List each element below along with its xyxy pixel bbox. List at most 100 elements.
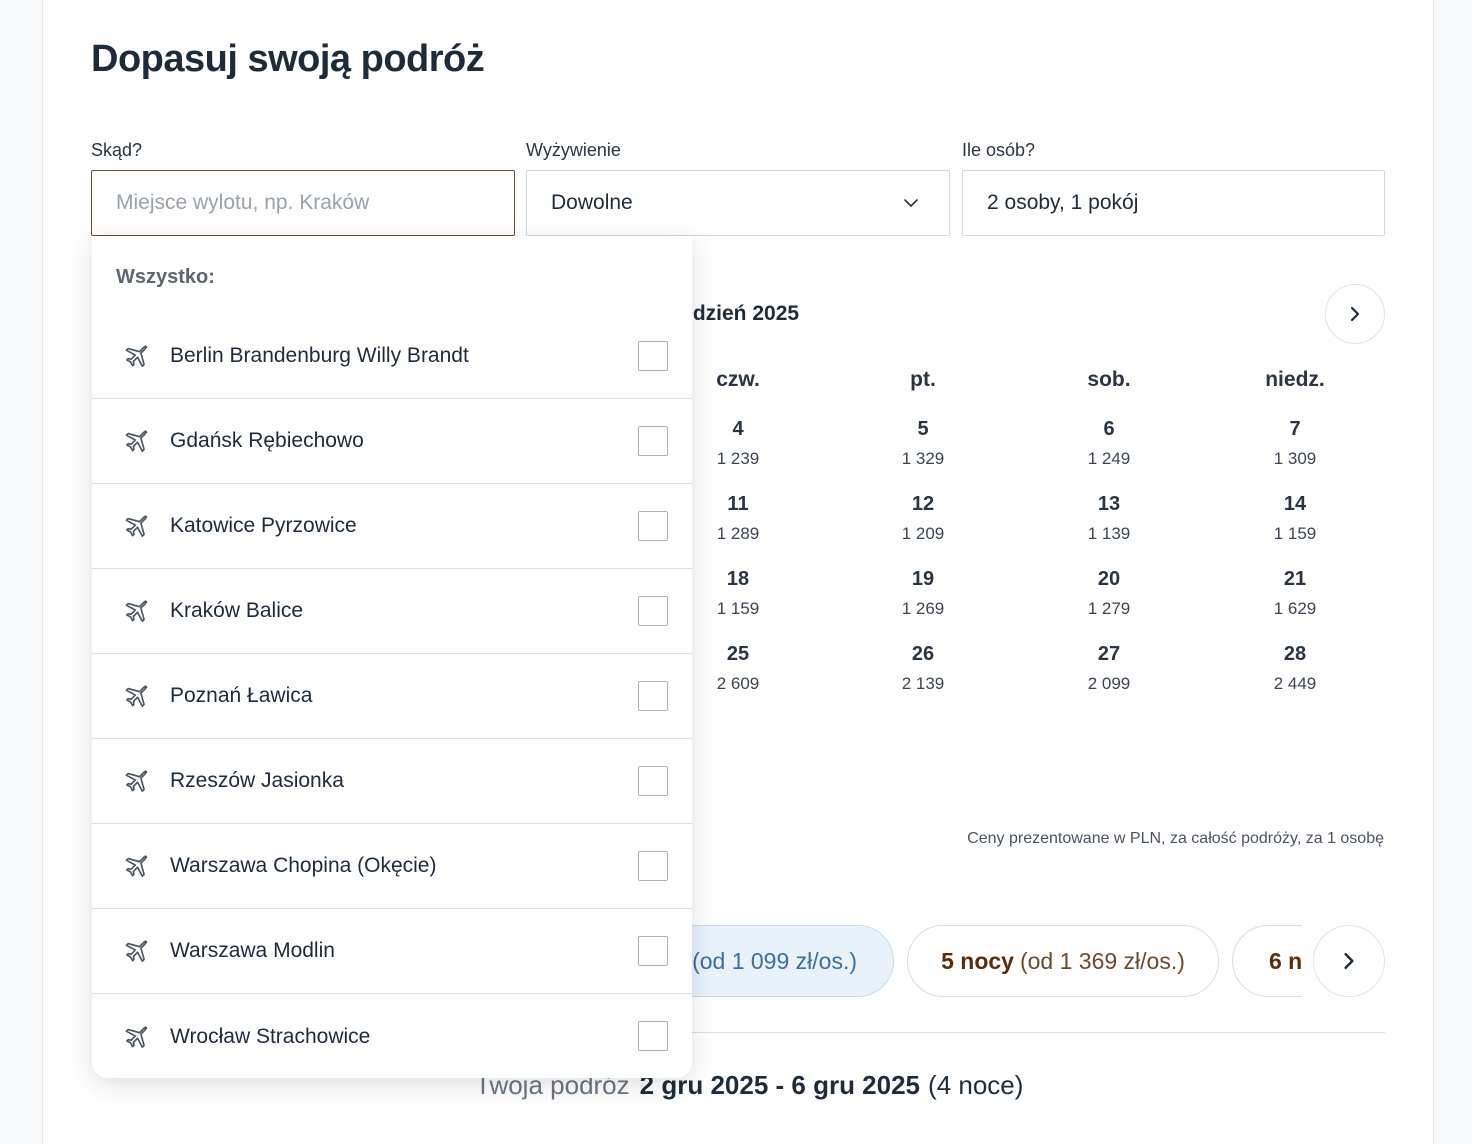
from-field-label: Skąd?	[91, 140, 143, 160]
calendar-day[interactable]: 14 1 159	[1235, 493, 1355, 544]
day-price: 1 629	[1273, 599, 1317, 618]
chevron-right-icon	[1344, 953, 1354, 969]
airport-option[interactable]: Berlin Brandenburg Willy Brandt	[92, 314, 692, 399]
calendar-day[interactable]: 21 1 629	[1235, 568, 1355, 619]
day-number: 21	[1283, 568, 1307, 590]
people-field-label: Ile osób?	[962, 140, 1036, 160]
chevron-down-icon	[904, 199, 918, 207]
calendar-day[interactable]: 13 1 139	[1049, 493, 1169, 544]
airport-option-label: Warszawa Modlin	[170, 939, 335, 962]
next-nights-button[interactable]	[1313, 925, 1385, 997]
airport-option[interactable]: Warszawa Modlin	[92, 909, 692, 994]
airport-option-label: Wrocław Strachowice	[170, 1024, 371, 1048]
from-field[interactable]	[91, 170, 515, 236]
day-price: 1 139	[1087, 524, 1131, 543]
plane-icon	[122, 936, 152, 966]
airport-option[interactable]: Wrocław Strachowice	[92, 994, 692, 1079]
day-number: 14	[1283, 493, 1307, 515]
departure-dropdown: Wszystko: Berlin Brandenburg Willy Brand…	[92, 236, 692, 1078]
airport-option-checkbox[interactable]	[638, 596, 668, 626]
day-price: 1 249	[1087, 449, 1131, 468]
plane-icon	[122, 1022, 152, 1052]
airport-option-label: Berlin Brandenburg Willy Brandt	[170, 344, 469, 367]
plane-icon	[122, 851, 152, 881]
airport-option-label: Poznań Ławica	[170, 684, 313, 707]
calendar-day[interactable]: 19 1 269	[863, 568, 983, 619]
price-note: Ceny prezentowane w PLN, za całość podró…	[967, 830, 1384, 847]
day-price: 2 609	[716, 674, 760, 693]
day-price: 2 099	[1087, 674, 1131, 693]
day-price: 1 309	[1273, 449, 1317, 468]
from-input[interactable]	[116, 191, 490, 215]
calendar-day[interactable]: 12 1 209	[863, 493, 983, 544]
board-select-value: Dowolne	[551, 191, 633, 214]
day-number: 19	[911, 568, 935, 590]
dropdown-header: Wszystko:	[116, 266, 215, 288]
airport-option-checkbox[interactable]	[638, 426, 668, 456]
day-number: 20	[1097, 568, 1121, 590]
day-number: 27	[1097, 643, 1121, 665]
airport-option-label: Warszawa Chopina (Okęcie)	[170, 854, 437, 877]
airport-option[interactable]: Poznań Ławica	[92, 654, 692, 739]
day-price: 1 279	[1087, 599, 1131, 618]
day-number: 18	[726, 568, 750, 590]
calendar-day[interactable]: 28 2 449	[1235, 643, 1355, 694]
airport-option[interactable]: Rzeszów Jasionka	[92, 739, 692, 824]
day-price: 1 159	[716, 599, 760, 618]
airport-option[interactable]: Gdańsk Rębiechowo	[92, 399, 692, 484]
calendar-day[interactable]: 6 1 249	[1049, 418, 1169, 469]
day-number: 4	[732, 418, 744, 440]
airport-option-checkbox[interactable]	[638, 936, 668, 966]
airport-option-checkbox[interactable]	[638, 511, 668, 541]
day-price: 2 139	[901, 674, 945, 693]
airport-option-checkbox[interactable]	[638, 766, 668, 796]
airport-option[interactable]: Kraków Balice	[92, 569, 692, 654]
airport-option-checkbox[interactable]	[638, 1021, 668, 1051]
airport-option-label: Rzeszów Jasionka	[170, 769, 344, 792]
airport-option-label: Katowice Pyrzowice	[170, 514, 357, 537]
calendar-day[interactable]: 5 1 329	[863, 418, 983, 469]
weekday-sat: sob.	[1087, 368, 1131, 391]
calendar-day[interactable]: 11 1 289	[678, 493, 798, 544]
calendar-day[interactable]: 26 2 139	[863, 643, 983, 694]
page-title: Dopasuj swoją podróż	[91, 38, 485, 80]
calendar-day[interactable]: 27 2 099	[1049, 643, 1169, 694]
airport-option[interactable]: Warszawa Chopina (Okęcie)	[92, 824, 692, 909]
nights-option-label: 5 nocy	[941, 947, 1014, 974]
people-field-value: 2 osoby, 1 pokój	[987, 191, 1139, 214]
trip-summary-nights: (4 noce)	[928, 1070, 1024, 1100]
calendar-day[interactable]: 4 1 239	[678, 418, 798, 469]
calendar-day[interactable]: 18 1 159	[678, 568, 798, 619]
day-number: 13	[1097, 493, 1121, 515]
nights-option-partial[interactable]: 6 n	[1232, 925, 1302, 997]
airport-option-checkbox[interactable]	[638, 341, 668, 371]
airport-option-checkbox[interactable]	[638, 681, 668, 711]
airport-option-label: Kraków Balice	[170, 599, 304, 622]
people-field[interactable]: 2 osoby, 1 pokój	[962, 170, 1385, 236]
airport-option[interactable]: Katowice Pyrzowice	[92, 484, 692, 569]
calendar-day[interactable]: 7 1 309	[1235, 418, 1355, 469]
plane-icon	[122, 341, 152, 371]
weekday-sun: niedz.	[1265, 368, 1325, 391]
calendar-day[interactable]: 20 1 279	[1049, 568, 1169, 619]
next-month-button[interactable]	[1325, 284, 1385, 344]
calendar-day[interactable]: 25 2 609	[678, 643, 798, 694]
nights-option-price: (od 1 369 zł/os.)	[1019, 947, 1185, 974]
nights-option-label: 6 n	[1269, 947, 1302, 974]
airport-list: Berlin Brandenburg Willy Brandt Gdańsk Rę…	[92, 314, 692, 1079]
nights-option-price: (od 1 099 zł/os.)	[692, 947, 857, 974]
airport-option-label: Gdańsk Rębiechowo	[170, 429, 364, 452]
day-number: 12	[911, 493, 935, 515]
day-number: 26	[911, 643, 935, 665]
nights-option[interactable]: 5 nocy (od 1 369 zł/os.)	[907, 925, 1219, 997]
calendar-month-title: udzień 2025	[680, 302, 800, 325]
day-price: 1 289	[716, 524, 760, 543]
plane-icon	[122, 426, 152, 456]
airport-option-checkbox[interactable]	[638, 851, 668, 881]
day-number: 11	[727, 493, 749, 515]
day-number: 5	[917, 418, 929, 440]
board-field-label: Wyżywienie	[526, 140, 621, 160]
chevron-right-icon	[1350, 306, 1360, 322]
board-select[interactable]: Dowolne	[526, 170, 950, 236]
plane-icon	[122, 681, 152, 711]
